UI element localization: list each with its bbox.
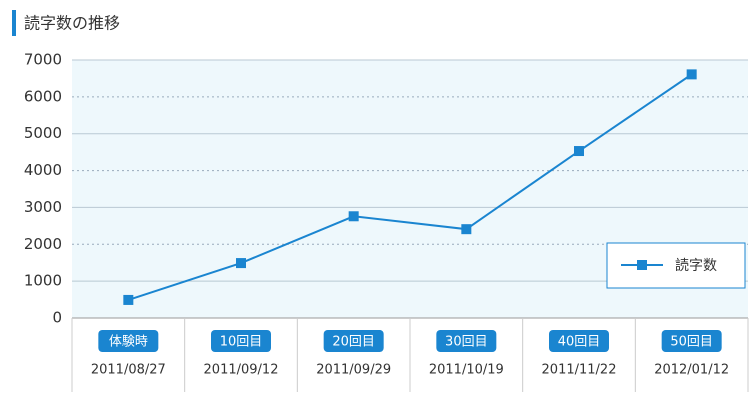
x-date-label: 2011/11/22 [542, 363, 617, 378]
y-tick-label: 0 [52, 309, 62, 327]
title-accent [12, 10, 16, 36]
category-badge [549, 330, 609, 352]
point [461, 224, 472, 235]
point [236, 258, 246, 269]
legend-label: 読字数 [675, 257, 717, 274]
point [574, 146, 584, 157]
point [123, 294, 134, 305]
x-date-label: 2012/01/12 [654, 363, 729, 378]
y-tick-label: 5000 [24, 124, 62, 142]
y-tick-label: 6000 [24, 87, 62, 105]
y-tick-label: 1000 [24, 272, 62, 290]
x-date-label: 2011/09/12 [204, 363, 279, 378]
y-tick-label: 3000 [24, 198, 62, 216]
category-badge [436, 330, 497, 352]
x-date-label: 2011/08/27 [91, 363, 166, 378]
point [348, 211, 359, 222]
x-tick-label: 20回目 [332, 335, 375, 350]
category-badge [323, 330, 384, 352]
category-badge [98, 330, 159, 352]
x-tick-label: 50回目 [670, 335, 713, 350]
x-date-label: 2011/10/19 [429, 363, 504, 378]
x-tick-label: 30回目 [445, 335, 488, 350]
point [686, 69, 697, 80]
y-tick-label: 4000 [24, 161, 62, 179]
x-tick-label: 10回目 [220, 335, 263, 350]
y-tick-label: 2000 [24, 235, 62, 253]
legend-marker [637, 260, 647, 270]
chart-title: 読字数の推移 [24, 14, 120, 33]
series-line [128, 73, 693, 301]
x-tick-label: 40回目 [558, 335, 601, 350]
y-tick-label: 7000 [24, 51, 62, 69]
x-tick-label: 体験時 [109, 335, 148, 350]
x-date-label: 2011/09/29 [316, 363, 391, 378]
category-badge [661, 330, 722, 352]
category-badge [211, 330, 271, 352]
